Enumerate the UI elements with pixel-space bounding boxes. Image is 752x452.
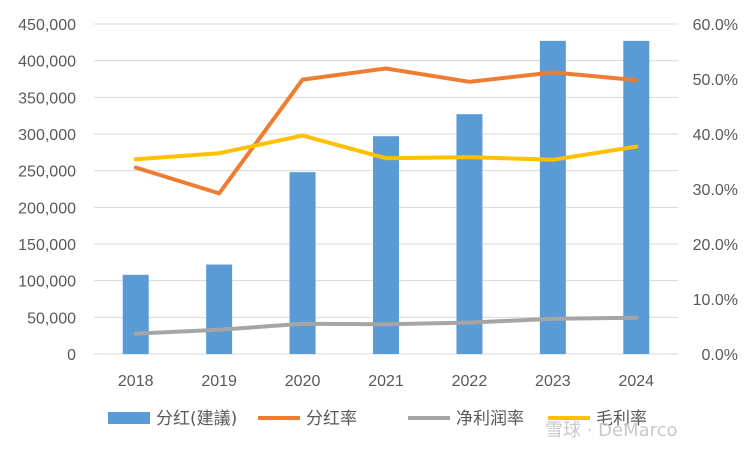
legend-label: 分红率 (306, 409, 357, 429)
x-axis-ticks: 2018 2019 2020 2021 2022 2023 2024 (118, 373, 654, 390)
bar (289, 172, 316, 354)
x-tick-label: 2018 (118, 373, 154, 390)
bar-series (122, 40, 650, 354)
right-axis-ticks: 0.0% 10.0% 20.0% 30.0% 40.0% 50.0% 60.0% (693, 17, 738, 364)
legend-label: 净利润率 (456, 409, 524, 429)
left-tick-label: 350,000 (18, 90, 76, 107)
bar (373, 136, 399, 354)
x-tick-label: 2021 (368, 373, 404, 390)
right-tick-label: 20.0% (693, 237, 738, 254)
legend-swatch-bar (108, 412, 150, 424)
left-tick-label: 100,000 (18, 274, 76, 291)
left-tick-label: 250,000 (18, 164, 76, 181)
bar (623, 40, 650, 354)
right-tick-label: 40.0% (693, 127, 738, 144)
series-line (133, 133, 639, 162)
legend-label: 毛利率 (596, 409, 647, 429)
right-tick-label: 30.0% (693, 182, 738, 199)
right-tick-label: 60.0% (693, 17, 738, 34)
left-tick-label: 50,000 (27, 310, 76, 327)
left-tick-label: 200,000 (18, 200, 76, 217)
x-tick-label: 2023 (535, 373, 571, 390)
right-tick-label: 50.0% (693, 72, 738, 89)
series-line (133, 66, 639, 196)
bar (456, 114, 483, 354)
left-tick-label: 450,000 (18, 17, 76, 34)
bar (122, 274, 149, 354)
series-line (133, 315, 639, 336)
x-tick-label: 2020 (285, 373, 321, 390)
right-tick-label: 0.0% (702, 347, 738, 364)
x-tick-label: 2019 (201, 373, 237, 390)
x-tick-label: 2024 (618, 373, 654, 390)
bar (206, 264, 233, 354)
legend-label: 分红(建議) (156, 409, 237, 429)
left-tick-label: 0 (67, 347, 76, 364)
left-tick-label: 300,000 (18, 127, 76, 144)
right-tick-label: 10.0% (693, 292, 738, 309)
x-tick-label: 2022 (452, 373, 488, 390)
left-tick-label: 150,000 (18, 237, 76, 254)
bar (539, 40, 566, 354)
line-series (133, 66, 639, 336)
watermark: 雪球 · DeMarco (545, 420, 678, 441)
left-tick-label: 400,000 (18, 54, 76, 71)
legend: 分红(建議) 分红率 净利润率 毛利率 (108, 409, 647, 429)
left-axis-ticks: 0 50,000 100,000 150,000 200,000 250,000 300,0… (18, 17, 76, 364)
